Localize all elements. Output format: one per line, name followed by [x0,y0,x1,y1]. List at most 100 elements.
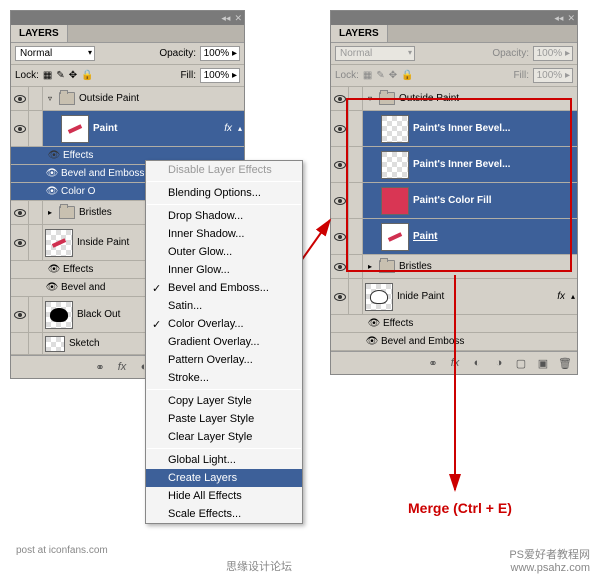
layer-thumbnail [381,115,409,143]
layer-inner-bevel-2[interactable]: Paint's Inner Bevel... [331,147,577,183]
effect-bevel[interactable]: 👁Bevel and Emboss [331,333,577,351]
layer-inide-paint[interactable]: Inide Paintfx▴ [331,279,577,315]
disclosure-icon[interactable]: ▸ [365,262,375,271]
lock-all-icon[interactable]: 🔒 [81,70,93,81]
layer-name: Paint's Inner Bevel... [413,159,510,170]
layer-thumbnail [45,301,73,329]
lock-transparency-icon[interactable]: ▦ [43,70,52,81]
menu-hide-effects[interactable]: Hide All Effects [146,487,302,505]
blend-mode-dropdown[interactable]: Normal [15,46,95,61]
layer-name: Outside Paint [399,93,459,104]
lock-paint-icon: ✎ [376,70,384,81]
collapse-icon[interactable]: ◂◂ [221,13,230,24]
menu-paste-style[interactable]: Paste Layer Style [146,410,302,428]
disclosure-icon[interactable]: ▸ [45,208,55,217]
layers-list: ▿ Outside Paint Paint's Inner Bevel... Pa… [331,87,577,351]
menu-stroke[interactable]: Stroke... [146,369,302,387]
layer-thumbnail [45,336,65,352]
collapse-icon[interactable]: ◂◂ [554,13,563,24]
close-icon[interactable]: ✕ [234,13,242,24]
menu-bevel-emboss[interactable]: Bevel and Emboss... [146,279,302,297]
layer-inner-bevel-1[interactable]: Paint's Inner Bevel... [331,111,577,147]
fx-icon[interactable]: fx [114,360,130,374]
panel-titlebar: ◂◂ ✕ [11,11,244,25]
lock-all-icon: 🔒 [401,70,413,81]
layer-name: Outside Paint [79,93,139,104]
fill-label: Fill: [180,70,196,81]
visibility-icon[interactable] [334,161,346,169]
menu-global-light[interactable]: Global Light... [146,451,302,469]
layer-name: Bristles [79,207,112,218]
visibility-icon[interactable] [334,95,346,103]
effects-row[interactable]: 👁Effects [331,315,577,333]
menu-create-layers[interactable]: Create Layers [146,469,302,487]
panel-titlebar: ◂◂ ✕ [331,11,577,25]
layer-paint[interactable]: Paintfx▴ [11,111,244,147]
trash-icon[interactable]: 🗑 [557,356,573,370]
layer-color-fill[interactable]: Paint's Color Fill [331,183,577,219]
visibility-icon[interactable] [334,197,346,205]
visibility-icon[interactable] [14,311,26,319]
layer-name: Paint [413,231,437,242]
layer-group-outside-paint[interactable]: ▿ Outside Paint [331,87,577,111]
lock-paint-icon[interactable]: ✎ [56,70,64,81]
layer-name: Sketch [69,338,100,349]
fx-disclosure-icon[interactable]: ▴ [571,292,575,301]
lock-position-icon[interactable]: ✥ [69,70,77,81]
layer-group-outside-paint[interactable]: ▿ Outside Paint [11,87,244,111]
visibility-icon[interactable] [14,239,26,247]
fx-icon[interactable]: fx [447,356,463,370]
visibility-icon[interactable] [334,125,346,133]
menu-outer-glow[interactable]: Outer Glow... [146,243,302,261]
opacity-input[interactable]: 100% ▸ [200,46,240,61]
mask-icon[interactable]: ◐ [469,356,485,370]
fill-input[interactable]: 100% ▸ [200,68,240,83]
link-icon[interactable]: ⚭ [425,356,441,370]
link-icon[interactable]: ⚭ [92,360,108,374]
layers-panel-right: ◂◂ ✕ LAYERS Normal Opacity: 100% ▸ Lock:… [330,10,578,375]
menu-satin[interactable]: Satin... [146,297,302,315]
fx-badge: fx [224,123,232,134]
visibility-icon[interactable] [14,125,26,133]
close-icon[interactable]: ✕ [567,13,575,24]
layer-group-bristles[interactable]: ▸Bristles [331,255,577,279]
menu-gradient-overlay[interactable]: Gradient Overlay... [146,333,302,351]
watermark-siyuan: 思缘设计论坛 [226,558,292,574]
layer-paint[interactable]: Paint [331,219,577,255]
visibility-icon[interactable] [334,293,346,301]
merge-annotation: Merge (Ctrl + E) [408,500,512,516]
layer-thumbnail [45,229,73,257]
blend-row: Normal Opacity: 100% ▸ [331,43,577,65]
menu-inner-glow[interactable]: Inner Glow... [146,261,302,279]
fill-label: Fill: [513,70,529,81]
menu-copy-style[interactable]: Copy Layer Style [146,392,302,410]
lock-row: Lock: ▦ ✎ ✥ 🔒 Fill: 100% ▸ [331,65,577,87]
layer-thumbnail [365,283,393,311]
visibility-icon[interactable] [334,263,346,271]
visibility-icon[interactable] [14,95,26,103]
menu-inner-shadow[interactable]: Inner Shadow... [146,225,302,243]
opacity-label: Opacity: [492,48,529,59]
adjustment-icon[interactable]: ◑ [491,356,507,370]
menu-color-overlay[interactable]: Color Overlay... [146,315,302,333]
menu-drop-shadow[interactable]: Drop Shadow... [146,207,302,225]
lock-label: Lock: [15,70,39,81]
visibility-icon[interactable] [14,209,26,217]
menu-blending-options[interactable]: Blending Options... [146,184,302,202]
disclosure-icon[interactable]: ▿ [365,94,375,103]
layers-tab[interactable]: LAYERS [11,25,68,42]
folder-icon[interactable]: ▢ [513,356,529,370]
folder-icon [379,260,395,273]
menu-pattern-overlay[interactable]: Pattern Overlay... [146,351,302,369]
panel-tabs: LAYERS [331,25,577,43]
menu-scale-effects[interactable]: Scale Effects... [146,505,302,523]
opacity-label: Opacity: [159,48,196,59]
disclosure-icon[interactable]: ▿ [45,94,55,103]
blend-row: Normal Opacity: 100% ▸ [11,43,244,65]
fx-disclosure-icon[interactable]: ▴ [238,124,242,133]
visibility-icon[interactable] [334,233,346,241]
panel-tabs: LAYERS [11,25,244,43]
layers-tab[interactable]: LAYERS [331,25,388,42]
new-layer-icon[interactable]: ▣ [535,356,551,370]
menu-clear-style[interactable]: Clear Layer Style [146,428,302,446]
